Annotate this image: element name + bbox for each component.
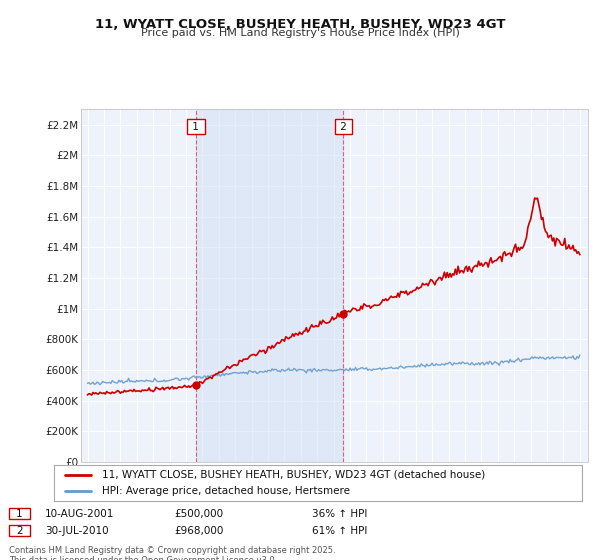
Text: £500,000: £500,000 — [174, 508, 223, 519]
Text: 30-JUL-2010: 30-JUL-2010 — [45, 526, 109, 536]
Text: 1: 1 — [189, 122, 202, 132]
Text: 11, WYATT CLOSE, BUSHEY HEATH, BUSHEY, WD23 4GT (detached house): 11, WYATT CLOSE, BUSHEY HEATH, BUSHEY, W… — [101, 470, 485, 480]
Text: 10-AUG-2001: 10-AUG-2001 — [45, 508, 115, 519]
Text: 61% ↑ HPI: 61% ↑ HPI — [312, 526, 367, 536]
Text: 2: 2 — [337, 122, 350, 132]
Text: HPI: Average price, detached house, Hertsmere: HPI: Average price, detached house, Hert… — [101, 486, 350, 496]
Text: £968,000: £968,000 — [174, 526, 223, 536]
Text: 11, WYATT CLOSE, BUSHEY HEATH, BUSHEY, WD23 4GT: 11, WYATT CLOSE, BUSHEY HEATH, BUSHEY, W… — [95, 18, 505, 31]
Text: Price paid vs. HM Land Registry's House Price Index (HPI): Price paid vs. HM Land Registry's House … — [140, 28, 460, 38]
Text: 36% ↑ HPI: 36% ↑ HPI — [312, 508, 367, 519]
Text: 2: 2 — [16, 526, 23, 536]
Text: Contains HM Land Registry data © Crown copyright and database right 2025.
This d: Contains HM Land Registry data © Crown c… — [9, 546, 335, 560]
Bar — [196, 109, 343, 462]
Text: 1: 1 — [16, 508, 23, 519]
